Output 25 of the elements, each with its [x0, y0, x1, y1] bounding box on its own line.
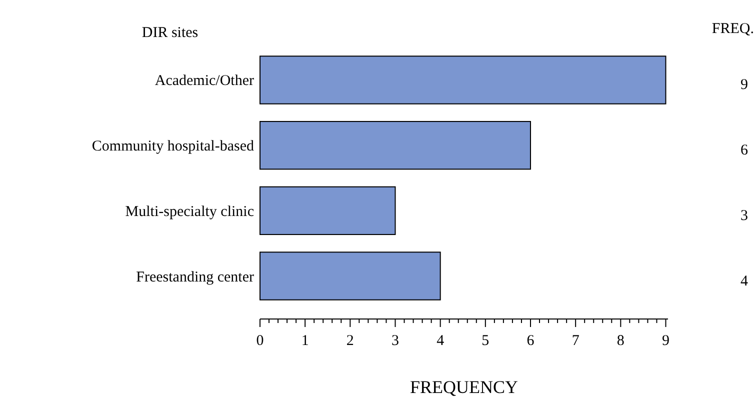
x-tick-label: 2 — [346, 333, 354, 349]
y-tick-label: Multi-specialty clinic — [125, 204, 254, 220]
x-axis-title: FREQUENCY — [410, 377, 518, 397]
x-tick-label: 3 — [392, 333, 399, 349]
x-tick-label: 0 — [256, 333, 264, 349]
y-tick-label: Freestanding center — [136, 269, 254, 286]
data-label: 4 — [740, 273, 748, 290]
x-tick-label: 6 — [526, 333, 535, 349]
y-tick-label: Academic/Other — [154, 73, 254, 90]
bar — [260, 252, 441, 300]
x-tick-label: 5 — [482, 333, 490, 349]
data-label: 9 — [740, 77, 748, 94]
x-tick-label: 7 — [572, 333, 580, 349]
x-tick-label: 8 — [616, 333, 624, 349]
text: FREQ. — [712, 21, 754, 37]
data-label: 3 — [740, 208, 748, 224]
y-tick-label: Community hospital-based — [92, 138, 254, 155]
bar — [260, 120, 531, 170]
x-tick-label: 4 — [436, 333, 445, 349]
bar — [260, 186, 396, 236]
bar — [260, 56, 666, 104]
x-tick-label: 1 — [301, 333, 309, 349]
x-tick-label: 9 — [662, 333, 670, 349]
data-label: 6 — [740, 142, 748, 159]
y-axis-title: DIR sites — [142, 25, 198, 41]
